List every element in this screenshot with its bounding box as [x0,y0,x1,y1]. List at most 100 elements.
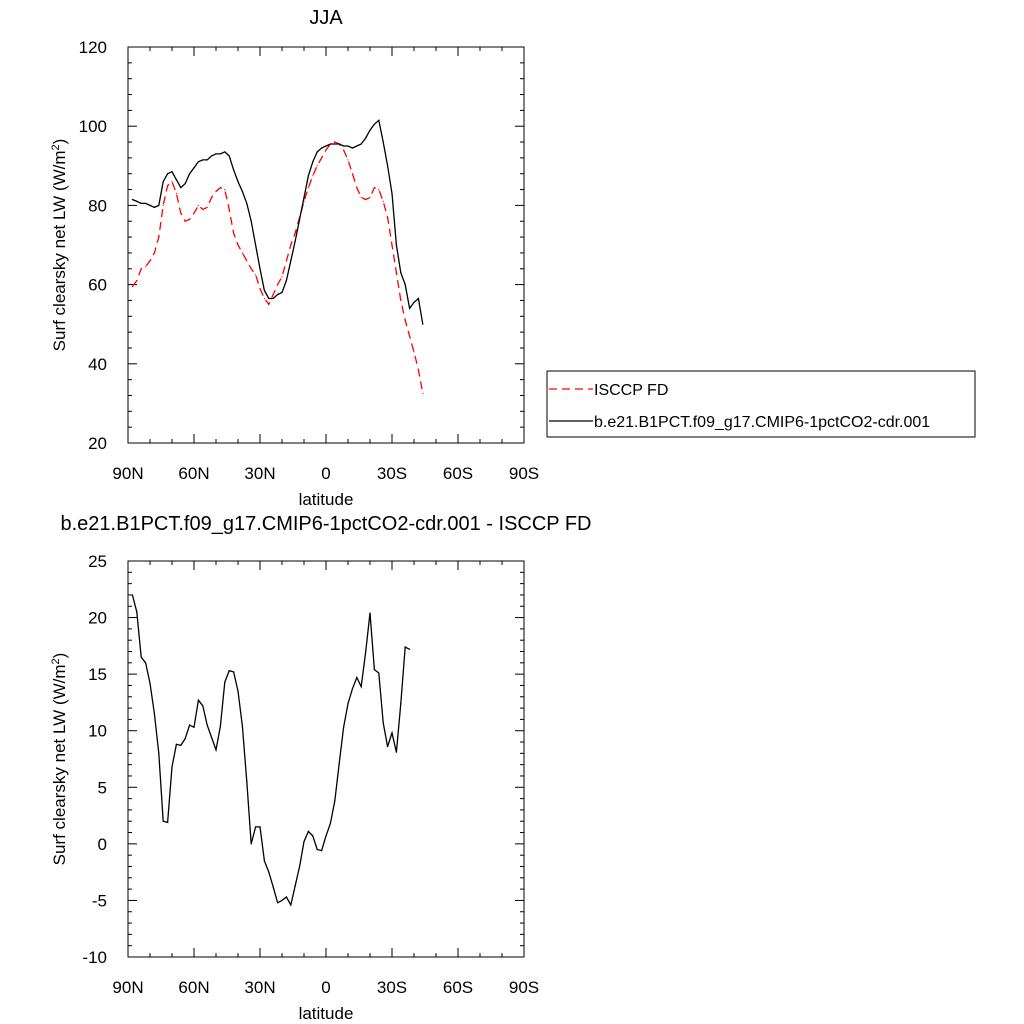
x-tick-label: 60N [178,978,209,997]
data-point [197,699,199,701]
data-point [409,307,411,309]
data-point [312,835,314,837]
data-point [299,865,301,868]
data-point [321,850,323,852]
data-point [277,284,279,286]
data-point [219,725,221,727]
plot-frame [127,560,525,958]
data-point [180,744,182,747]
data-point [290,904,292,906]
data-point [162,820,164,822]
data-point [131,286,133,288]
y-tick-label: 20 [88,609,107,628]
plot-frame [127,46,525,444]
x-tick-label: 60S [443,978,473,997]
data-point [285,260,287,262]
data-point [136,200,138,202]
data-point [378,189,380,191]
data-point [224,681,226,683]
data-point [219,187,221,189]
y-axis-label: Surf clearsky net LW (W/m2) [50,139,69,352]
x-tick-label: 90N [112,464,143,483]
data-point [347,159,349,161]
data-point [351,173,353,175]
data-point [325,835,327,837]
y-tick-label: 40 [88,355,107,374]
data-point [255,274,257,276]
data-point [316,848,318,851]
y-axis-label: Surf clearsky net LW (W/m2) [50,653,69,866]
data-point [184,738,186,740]
data-point [268,297,270,300]
data-point [189,173,191,175]
data-point [404,319,406,321]
data-point [184,183,186,185]
data-point [391,192,393,195]
data-point [281,291,283,294]
data-point [140,656,142,658]
data-point [153,206,155,208]
data-point [413,351,415,353]
x-tick-label: 30N [244,464,275,483]
data-point [365,652,367,654]
data-point [307,175,309,177]
data-point [351,688,353,690]
data-point [255,244,257,246]
data-point [409,335,411,337]
data-point [259,288,261,290]
chart-title: JJA [309,7,343,29]
data-point [422,392,424,395]
data-point [272,886,274,888]
y-tick-label: -10 [82,948,107,967]
data-point [334,800,336,802]
data-point [303,841,305,843]
data-point [193,212,195,214]
data-point [281,899,283,902]
y-axis-label-superscript: 2 [50,658,62,664]
data-point [325,145,327,147]
data-point [145,662,147,664]
data-point [171,766,173,768]
data-point [153,713,155,715]
data-point [149,682,151,684]
data-point [329,822,331,825]
top-panel-jja: JJA 90N 60N 30N 0 30S 60S 90S 20 40 60 80 100 120 lati… [50,7,976,509]
data-point [422,323,424,325]
data-point [206,159,208,161]
y-tick-label: 120 [79,38,107,57]
data-point [365,198,367,201]
y-tick-label: 100 [79,117,107,136]
data-point [360,196,362,199]
data-point [215,153,217,155]
data-point [285,896,287,898]
data-point [360,686,362,688]
data-point [417,369,419,371]
x-tick-label: 90N [112,978,143,997]
data-point [193,726,195,728]
x-tick-label: 90S [509,978,539,997]
data-point [391,732,393,734]
data-point [382,722,384,724]
data-point [237,244,239,246]
data-point [325,149,327,151]
data-point [303,196,305,199]
data-point [241,190,243,193]
x-tick-label: 30S [377,464,407,483]
data-point [299,218,301,220]
series-line-1 [132,119,424,325]
data-point [180,187,182,189]
data-point [241,725,243,727]
data-point [400,299,402,301]
bottom-panel-difference: b.e21.B1PCT.f09_g17.CMIP6-1pctCO2-cdr.00… [50,513,592,1023]
data-point [395,244,397,246]
data-point [215,190,217,193]
y-tick-label: 25 [88,552,107,571]
data-point [351,147,353,149]
data-point [409,648,411,650]
data-point [158,236,160,238]
data-point [404,284,406,286]
data-point [175,743,177,745]
data-point [189,218,191,220]
data-point [391,244,393,246]
y-axis-label-text: Surf clearsky net LW (W/m [50,664,69,865]
